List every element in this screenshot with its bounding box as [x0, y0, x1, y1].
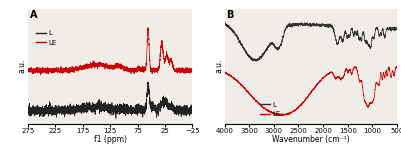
Y-axis label: a.u.: a.u.	[214, 59, 223, 73]
Legend: L, LE: L, LE	[35, 30, 57, 46]
Legend: L, LE: L, LE	[259, 101, 281, 118]
X-axis label: f1 (ppm): f1 (ppm)	[94, 135, 127, 144]
Text: B: B	[226, 10, 234, 20]
Text: A: A	[30, 10, 37, 20]
Y-axis label: a.u.: a.u.	[18, 59, 27, 73]
X-axis label: Wavenumber (cm⁻¹): Wavenumber (cm⁻¹)	[272, 135, 350, 144]
